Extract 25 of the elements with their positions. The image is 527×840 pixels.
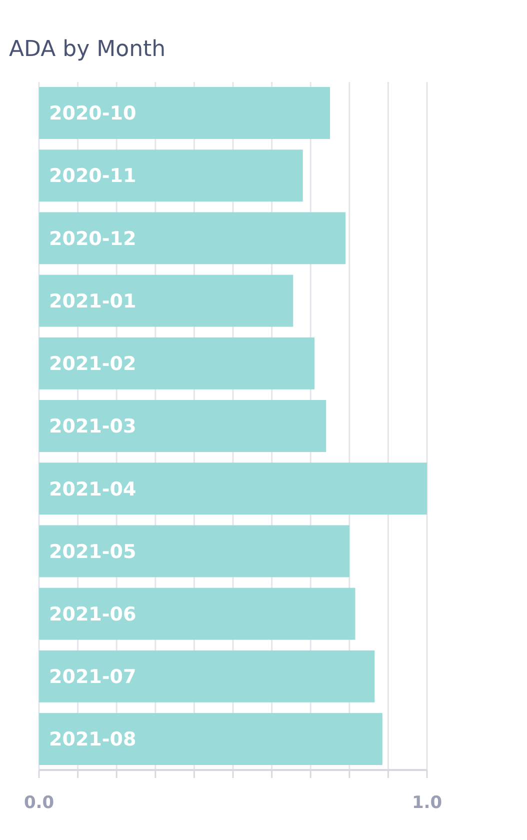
bar [39,713,382,765]
y-tick-label: 2021-02 [49,353,136,376]
y-tick-label: 2021-04 [49,478,136,500]
y-tick-label: 2021-01 [49,290,136,312]
y-tick-label: 2021-03 [49,416,136,438]
bar [39,525,350,578]
bar [39,150,303,202]
bar [39,87,330,139]
y-tick-label: 2021-07 [49,666,136,688]
bar [39,212,346,264]
bar [39,337,314,390]
x-tick-label: 0.0 [24,793,54,813]
x-tick-label: 1.0 [412,793,442,813]
bar [39,274,294,327]
y-tick-label: 2021-08 [49,728,136,751]
bar [39,650,375,702]
y-tick-label: 2020-11 [49,165,136,188]
bar [39,588,356,640]
y-tick-label: 2020-10 [49,102,136,125]
bar [39,400,326,452]
y-tick-label: 2021-06 [49,603,136,626]
y-tick-label: 2020-12 [49,228,136,250]
y-tick-label: 2021-05 [49,540,136,563]
bar [39,462,427,515]
chart-title: ADA by Month [9,37,166,62]
